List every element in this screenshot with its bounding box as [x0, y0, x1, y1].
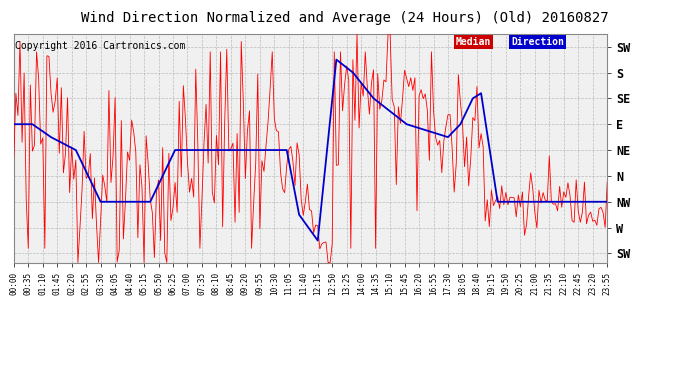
Text: Wind Direction Normalized and Average (24 Hours) (Old) 20160827: Wind Direction Normalized and Average (2…: [81, 11, 609, 25]
Text: Copyright 2016 Cartronics.com: Copyright 2016 Cartronics.com: [15, 40, 186, 51]
Text: Direction: Direction: [511, 37, 564, 47]
Text: Median: Median: [456, 37, 491, 47]
